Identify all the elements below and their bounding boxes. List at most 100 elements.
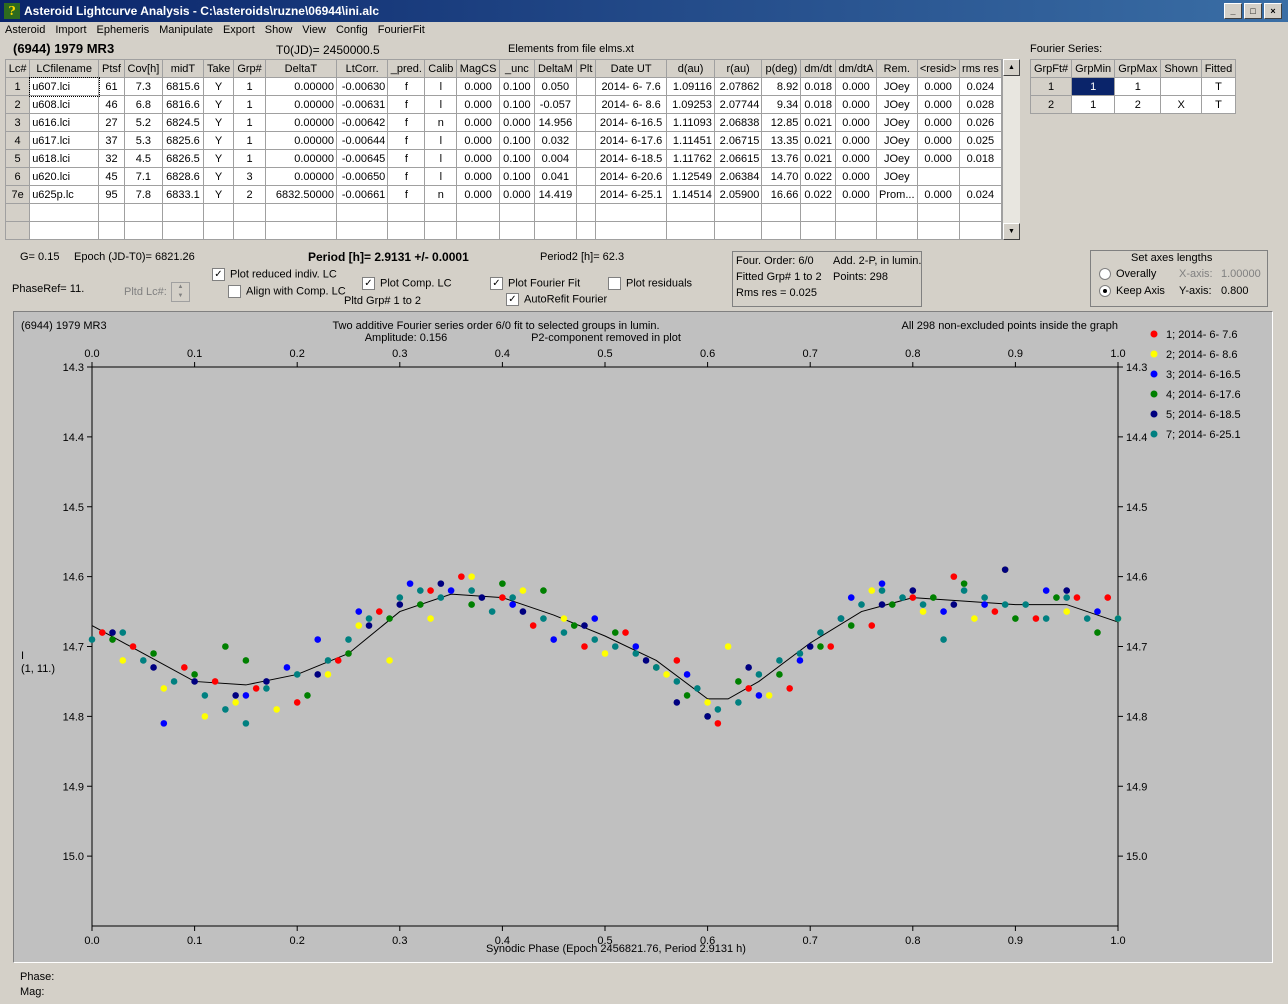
table-cell[interactable]: 1 [233,149,266,168]
table-cell[interactable] [202,203,235,222]
table-cell[interactable]: 0.000 [456,185,501,204]
column-header[interactable]: Cov[h] [123,59,164,78]
table-cell[interactable]: 2014- 6- 7.6 [594,77,668,96]
table-cell[interactable]: 0.022 [800,167,837,186]
table-cell[interactable]: 0.00000 [264,77,337,96]
table-cell[interactable]: 16.66 [761,185,802,204]
row-header[interactable]: 3 [4,113,31,132]
table-cell[interactable] [533,221,578,240]
table-cell[interactable]: u616.lci [29,113,100,132]
table-cell[interactable]: 0.00000 [264,95,337,114]
menu-asteroid[interactable]: Asteroid [5,24,46,36]
table-cell[interactable]: T [1200,95,1237,114]
row-header[interactable]: 5 [4,149,31,168]
column-header[interactable]: p(deg) [761,59,802,78]
table-cell[interactable] [713,203,763,222]
table-cell[interactable]: 2.06384 [713,167,763,186]
table-row[interactable] [4,221,1003,240]
table-cell[interactable] [594,221,668,240]
column-header[interactable]: Shown [1160,59,1202,78]
table-cell[interactable]: f [387,131,426,150]
table-cell[interactable]: l [424,167,458,186]
table-row[interactable]: 4 u617.lci 37 5.3 6825.6 Y 1 0.00000 -0.00644 f l 0… [4,131,1003,150]
menu-show[interactable]: Show [264,24,293,36]
radio-icon[interactable] [1099,268,1111,281]
table-cell[interactable]: n [424,185,458,204]
table-cell[interactable]: Y [202,149,235,168]
table-cell[interactable] [387,221,426,240]
column-header[interactable]: dm/dtA [835,59,877,78]
table-cell[interactable]: 6832.50000 [264,185,337,204]
column-header[interactable]: Grp# [233,59,266,78]
row-header[interactable]: 7e [4,185,31,204]
table-cell[interactable]: 0.100 [499,77,535,96]
table-cell[interactable]: -0.057 [533,95,578,114]
table-cell[interactable]: 1.11093 [666,113,715,132]
table-cell[interactable] [576,221,596,240]
table-cell[interactable]: 0.00000 [264,149,337,168]
table-cell[interactable]: 6825.6 [162,131,204,150]
row-header[interactable]: 2 [4,95,31,114]
table-cell[interactable]: JOey [875,167,918,186]
table-cell[interactable]: f [387,185,426,204]
table-cell[interactable]: 0.100 [499,95,535,114]
table-row[interactable]: 2 u608.lci 46 6.8 6816.6 Y 1 0.00000 -0.00631 f l 0… [4,95,1003,114]
column-header[interactable]: LtCorr. [335,59,389,78]
table-cell[interactable]: l [424,149,458,168]
checkbox-icon[interactable]: ✓ [212,268,225,281]
minimize-button[interactable]: _ [1224,3,1242,19]
table-cell[interactable] [335,221,389,240]
menu-manipulate[interactable]: Manipulate [159,24,213,36]
table-cell[interactable] [576,185,596,204]
table-cell[interactable]: 0.024 [958,185,1003,204]
table-cell[interactable]: 2.07862 [713,77,763,96]
column-header[interactable]: GrpMax [1114,59,1162,78]
table-cell[interactable]: 1 [233,95,266,114]
table-cell[interactable]: l [424,77,458,96]
table-cell[interactable]: 6815.6 [162,77,204,96]
table-cell[interactable]: 0.021 [800,113,837,132]
table-cell[interactable]: 0.000 [835,113,877,132]
table-cell[interactable]: 2014- 6-16.5 [594,113,668,132]
table-cell[interactable]: u608.lci [29,95,100,114]
lightcurve-chart[interactable]: (6944) 1979 MR3 Two additive Fourier ser… [14,312,1270,960]
plot-comp-checkbox[interactable]: ✓ Plot Comp. LC [362,277,452,290]
table-cell[interactable]: 0.050 [533,77,578,96]
menu-view[interactable]: View [302,24,326,36]
menu-config[interactable]: Config [335,24,368,36]
scroll-down-icon[interactable]: ▼ [1003,223,1020,240]
pltd-lc-spinner[interactable]: ▲ ▼ [171,282,190,302]
table-cell[interactable]: u620.lci [29,167,100,186]
column-header[interactable]: r(au) [713,59,763,78]
table-cell[interactable] [424,221,458,240]
column-header[interactable]: Rem. [875,59,918,78]
column-header[interactable]: Ptsf [98,59,125,78]
table-cell[interactable] [202,221,235,240]
table-cell[interactable] [576,149,596,168]
table-cell[interactable]: 13.35 [761,131,802,150]
table-cell[interactable]: 1 [233,131,266,150]
table-cell[interactable] [916,167,960,186]
table-cell[interactable]: 0.000 [456,167,501,186]
row-header[interactable]: 4 [4,131,31,150]
column-header[interactable]: Take [202,59,235,78]
table-cell[interactable] [387,203,426,222]
table-cell[interactable]: 61 [98,77,125,96]
table-cell[interactable]: 0.100 [499,167,535,186]
align-comp-checkbox[interactable]: Align with Comp. LC [228,285,346,298]
table-cell[interactable]: 1.14514 [666,185,715,204]
column-header[interactable]: LCfilename [29,59,100,78]
table-cell[interactable]: 0.028 [958,95,1003,114]
column-header[interactable]: Plt [576,59,596,78]
table-cell[interactable]: -0.00630 [335,77,389,96]
table-cell[interactable]: l [424,131,458,150]
autorefit-checkbox[interactable]: ✓ AutoRefit Fourier [506,293,607,306]
table-cell[interactable]: -0.00642 [335,113,389,132]
table-cell[interactable] [162,221,204,240]
table-cell[interactable] [576,167,596,186]
table-cell[interactable]: u618.lci [29,149,100,168]
table-cell[interactable]: 1 [233,113,266,132]
table-cell[interactable] [424,203,458,222]
table-cell[interactable]: 0.000 [835,77,877,96]
